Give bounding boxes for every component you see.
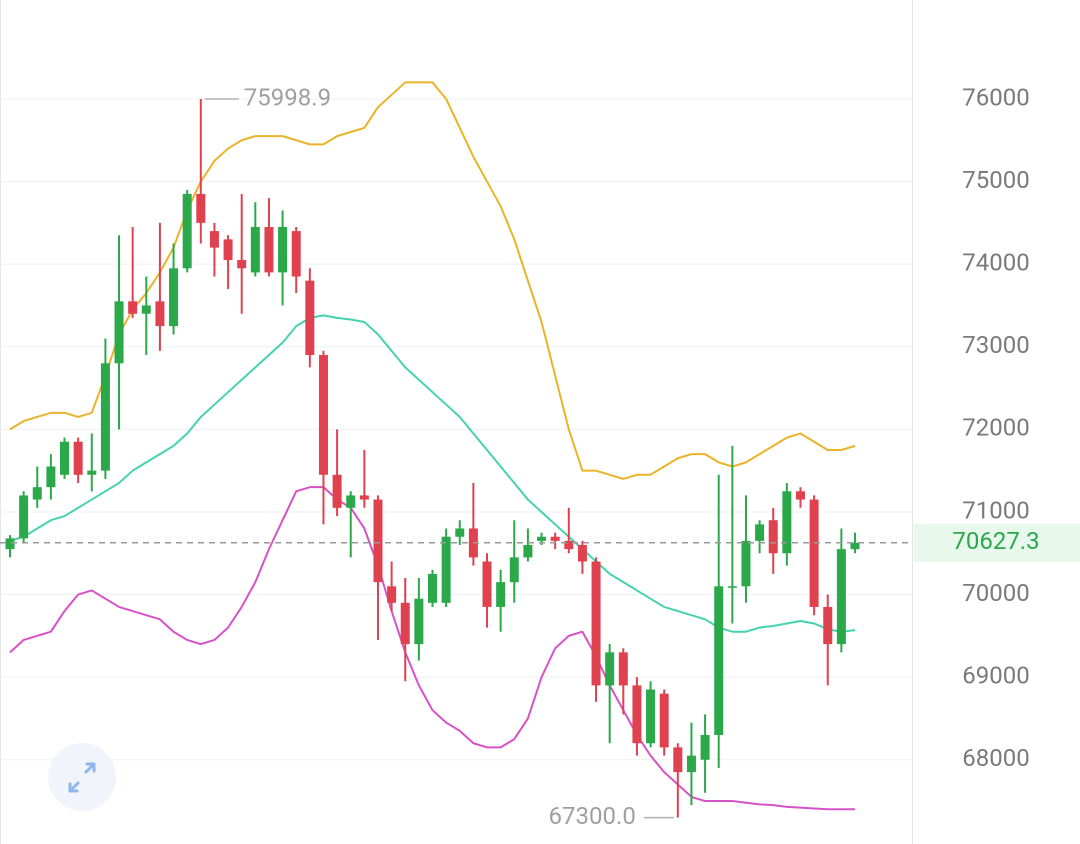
bands	[9, 81, 856, 811]
candle-body	[359, 495, 369, 500]
candle-body	[155, 301, 165, 327]
candle-body	[346, 495, 356, 508]
candle-body	[182, 193, 192, 269]
candle-body	[632, 685, 642, 744]
candle-body	[714, 586, 724, 735]
candle-body	[550, 536, 560, 541]
candle-body	[414, 598, 424, 645]
candles	[5, 99, 860, 818]
y-tick-label: 72000	[962, 414, 1029, 442]
candle-body	[618, 652, 628, 686]
candle-body	[659, 693, 669, 748]
candle-body	[537, 536, 547, 541]
candle-body	[373, 499, 383, 583]
candle-body	[250, 226, 260, 273]
candle-body	[278, 226, 288, 273]
candle-body	[809, 499, 819, 607]
grid: 68000 69000 70000 71000 72000 73000 74000 75000…	[0, 83, 1030, 772]
candle-body	[73, 441, 83, 475]
candle-body	[564, 540, 574, 550]
y-tick-label: 74000	[962, 248, 1029, 276]
candle-body	[605, 652, 615, 686]
y-tick-label: 68000	[962, 744, 1029, 772]
candle-body	[5, 538, 15, 550]
candle-body	[755, 524, 765, 541]
candle-body	[32, 487, 42, 500]
y-tick-label: 75000	[962, 166, 1029, 194]
candle-body	[441, 536, 451, 603]
candle-body	[850, 542, 860, 550]
candle-body	[523, 544, 533, 558]
expand-button-bg[interactable]	[48, 743, 116, 811]
candle-body	[169, 268, 179, 327]
candle-body	[318, 355, 328, 475]
y-tick-label: 69000	[962, 661, 1029, 689]
candle-body	[646, 689, 656, 744]
candle-body	[455, 528, 465, 537]
candle-body	[686, 755, 696, 773]
candle-body	[768, 520, 778, 554]
candle-body	[100, 363, 110, 471]
candle-body	[591, 561, 601, 686]
candle-body	[741, 540, 751, 587]
candle-body	[305, 280, 315, 356]
candle-body	[428, 573, 437, 603]
high-annotation: 75998.9	[244, 83, 331, 111]
low-annotation: 67300.0	[549, 802, 636, 830]
candle-body	[223, 239, 233, 261]
candle-body	[209, 231, 219, 248]
candle-body	[46, 466, 56, 488]
candle-body	[400, 602, 410, 645]
candle-body	[577, 544, 587, 562]
expand-icon[interactable]	[68, 762, 96, 793]
candle-body	[823, 606, 833, 645]
candle-body	[782, 491, 792, 554]
candle-body	[87, 470, 97, 475]
last-price-bg	[914, 523, 1080, 562]
candle-body	[496, 582, 506, 607]
y-tick-label: 73000	[962, 331, 1029, 359]
candle-body	[114, 301, 124, 364]
candle-body	[128, 301, 138, 314]
middle-band-line	[9, 314, 856, 633]
candle-body	[196, 193, 206, 223]
last-price-label: 70627.3	[952, 527, 1039, 555]
candle-body	[387, 586, 397, 603]
y-tick-label: 70000	[962, 579, 1029, 607]
candle-body	[727, 586, 737, 588]
candle-body	[19, 495, 29, 539]
candle-body	[141, 305, 151, 314]
candle-body	[237, 260, 247, 269]
overlay: 70627.3 75998.9 67300.0	[0, 83, 1080, 830]
candle-body	[795, 491, 805, 500]
candle-body	[482, 561, 492, 607]
candle-body	[509, 557, 519, 583]
candle-body	[836, 549, 846, 645]
candle-body	[60, 441, 70, 475]
candle-body	[332, 474, 342, 508]
y-tick-label: 76000	[962, 83, 1029, 111]
upper-band-line	[9, 81, 856, 480]
expand-button[interactable]	[48, 743, 116, 811]
candle-body	[700, 734, 710, 760]
candle-body	[291, 231, 301, 277]
y-tick-label: 71000	[962, 496, 1029, 524]
candle-body	[673, 747, 683, 773]
candle-body	[264, 226, 274, 273]
lower-band-line	[9, 486, 855, 811]
